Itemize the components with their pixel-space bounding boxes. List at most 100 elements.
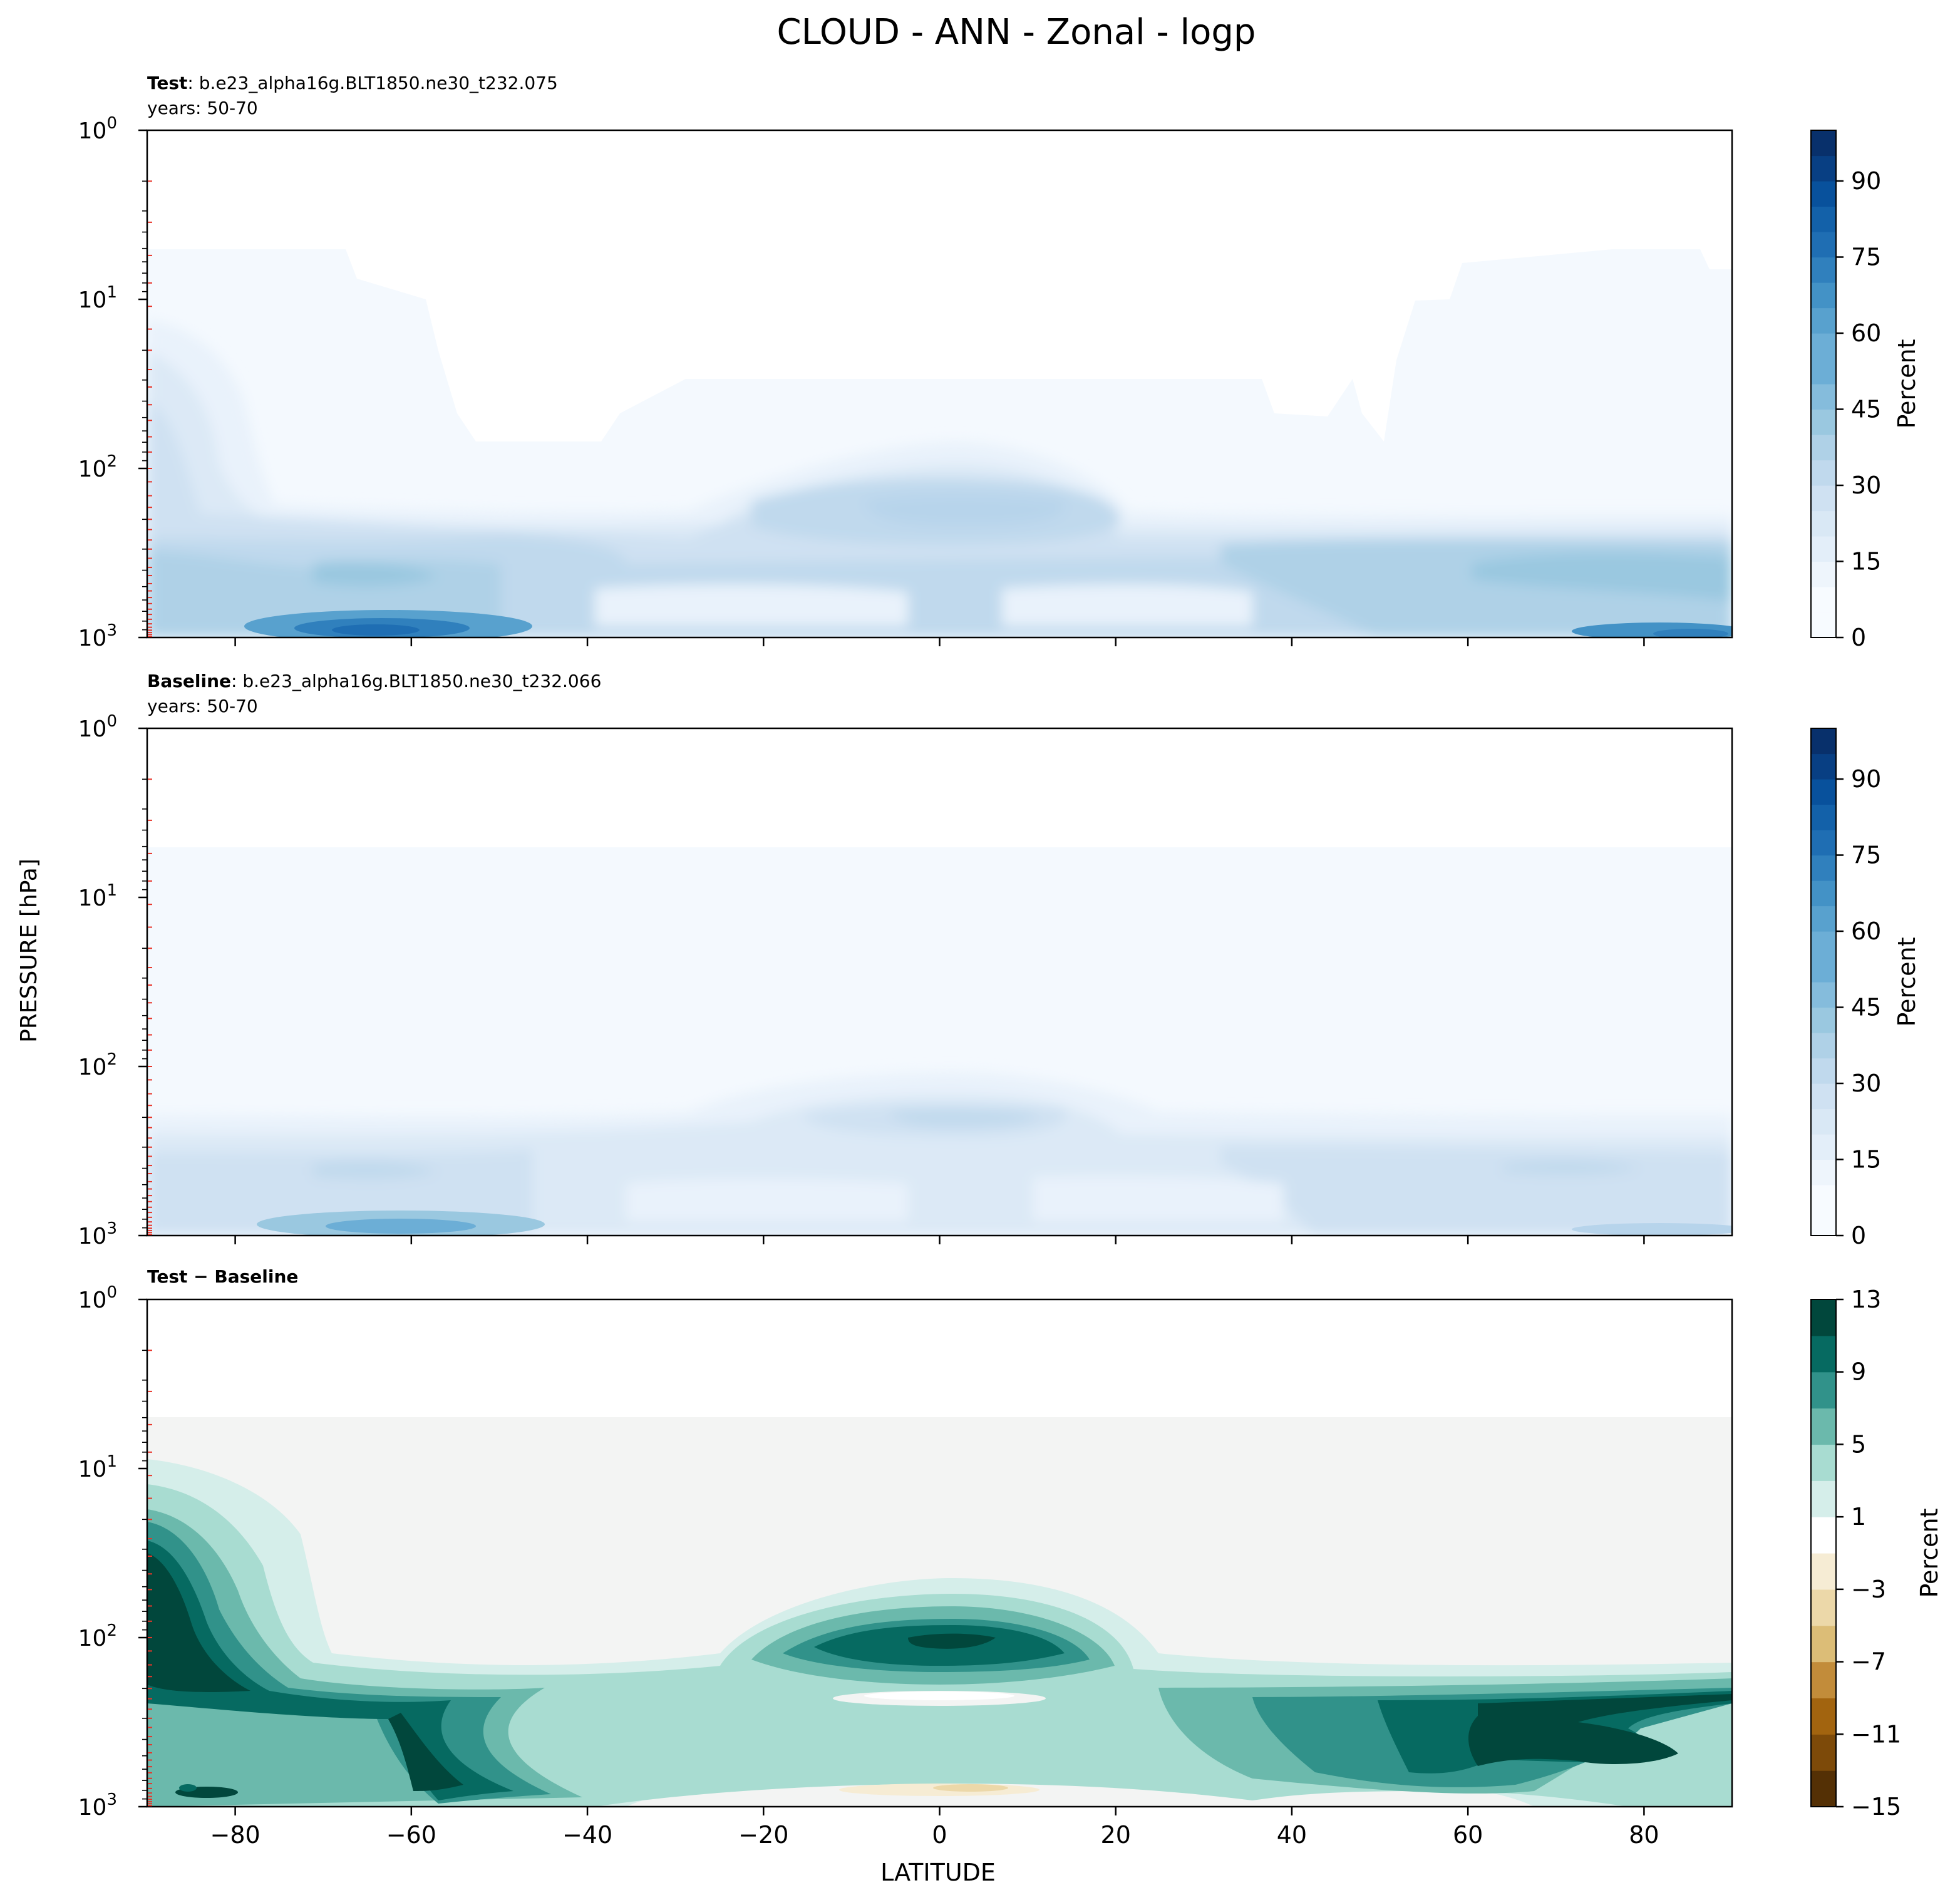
panel-test-colorbar: 0 15 30 45 60 75 90 [1810,130,1881,651]
ytick-label: 103 [78,621,117,651]
ytick-label: 102 [78,1621,117,1651]
panel-baseline: Baseline: b.e23_alpha16g.BLT1850.ne30_t2… [78,671,1921,1249]
colorbar-tick-label: 45 [1851,396,1881,423]
colorbar-tick-label: 60 [1851,319,1881,347]
colorbar-swatch [1811,855,1836,881]
colorbar-swatch [1811,1108,1836,1135]
colorbar-swatch [1811,206,1836,232]
panel-baseline-title-bold: Baseline [147,671,231,691]
colorbar-swatch [1811,1480,1836,1517]
colorbar-tick-label: 1 [1851,1503,1866,1531]
colorbar-tick-label: 30 [1851,1070,1881,1097]
colorbar-swatch [1811,1408,1836,1445]
colorbar-swatch [1811,1335,1836,1373]
colorbar-swatch [1811,1698,1836,1735]
colorbar-swatch [1811,435,1836,461]
colorbar-swatch [1811,232,1836,258]
panel-test-title-rest: : b.e23_alpha16g.BLT1850.ne30_t232.075 [187,73,557,93]
colorbar-tick-label: 15 [1851,1146,1881,1174]
colorbar-swatch [1811,1589,1836,1626]
panel-test-subtitle: years: 50-70 [147,98,258,118]
colorbar-tick-label: 13 [1851,1286,1881,1313]
colorbar-tick-label: 75 [1851,244,1881,271]
panel-baseline-xticks [234,1236,1645,1244]
colorbar-tick-label: −11 [1851,1720,1901,1748]
colorbar-frame [1810,728,1837,1236]
panel-baseline-yticks: 100 101 102 103 [78,712,152,1249]
colorbar-tick-label: 5 [1851,1430,1866,1458]
colorbar-tick-label: 60 [1851,917,1881,945]
colorbar-swatch [1811,460,1836,486]
panel-diff-xticks: −80 −60 −40 −20 0 20 40 60 80 [210,1807,1659,1849]
colorbar-swatch [1811,1007,1836,1033]
colorbar-swatch [1811,1134,1836,1160]
ytick-label: 101 [78,881,117,911]
ytick-label: 103 [78,1790,117,1820]
colorbar-swatch [1811,1159,1836,1185]
colorbar-swatch [1811,1185,1836,1211]
colorbar-tick-label: 45 [1851,994,1881,1021]
ytick-label: 100 [78,114,117,144]
colorbar-swatch [1811,1033,1836,1059]
colorbar-swatch [1811,307,1836,334]
panel-baseline-contours [147,728,1732,1236]
colorbar-swatch [1811,1770,1836,1807]
colorbar-swatch [1811,1371,1836,1409]
colorbar-tick-label: 75 [1851,842,1881,869]
colorbar-swatch [1811,931,1836,958]
colorbar-swatch [1811,1210,1836,1236]
panel-baseline-colorbar-label: Percent [1893,937,1921,1027]
colorbar-swatch [1811,880,1836,907]
colorbar-tick-label: 30 [1851,472,1881,499]
x-axis-label: LATITUDE [880,1859,996,1886]
panel-diff-colorbar-label: Percent [1916,1509,1943,1598]
ytick-label: 102 [78,1050,117,1080]
colorbar-swatch [1811,830,1836,856]
colorbar-swatch [1811,753,1836,780]
colorbar-swatch [1811,1083,1836,1110]
ytick-label: 100 [78,712,117,742]
colorbar-tick-label: 15 [1851,548,1881,576]
colorbar-swatch [1811,804,1836,830]
panel-diff: Test − Baseline 1 0 [78,1266,1943,1849]
colorbar-swatch [1811,485,1836,512]
colorbar-frame [1810,1299,1837,1807]
colorbar-tick-label: −15 [1851,1793,1901,1820]
colorbar-swatch [1811,561,1836,587]
panel-baseline-subtitle: years: 50-70 [147,696,258,716]
colorbar-tick-label: −3 [1851,1576,1886,1603]
colorbar-swatch [1811,257,1836,283]
panel-baseline-title: Baseline: b.e23_alpha16g.BLT1850.ne30_t2… [147,671,601,691]
colorbar-tick-label: 0 [1851,1222,1866,1249]
ytick-label: 103 [78,1219,117,1249]
colorbar-swatch [1811,1058,1836,1084]
colorbar-swatch [1811,384,1836,410]
xtick-label: −40 [562,1821,612,1849]
colorbar-swatch [1811,1661,1836,1699]
colorbar-swatch [1811,1517,1836,1554]
y-axis-label: PRESSURE [hPa] [16,859,42,1043]
colorbar-tick-label: 9 [1851,1358,1866,1386]
colorbar-tick-label: 0 [1851,624,1866,651]
colorbar-swatch [1811,282,1836,309]
panel-diff-yticks: 100 101 102 103 [78,1283,152,1820]
xtick-label: −60 [386,1821,436,1849]
colorbar-swatch [1811,1734,1836,1771]
panel-test-title-bold: Test [147,73,187,93]
colorbar-swatch [1811,982,1836,1008]
colorbar-swatch [1811,409,1836,435]
colorbar-tick-label: 90 [1851,167,1881,195]
xtick-label: 40 [1277,1821,1307,1849]
ytick-label: 101 [78,283,117,313]
panel-test-xticks [234,638,1645,646]
xtick-label: 0 [932,1821,947,1849]
panel-test: Test: b.e23_alpha16g.BLT1850.ne30_t232.0… [78,73,1921,651]
colorbar-swatch [1811,779,1836,805]
colorbar-swatch [1811,130,1836,157]
xtick-label: −80 [210,1821,260,1849]
xtick-label: −20 [738,1821,788,1849]
colorbar-swatch [1811,1553,1836,1590]
colorbar-swatch [1811,1299,1836,1336]
panel-test-yticks: 100 101 102 103 [78,114,152,651]
